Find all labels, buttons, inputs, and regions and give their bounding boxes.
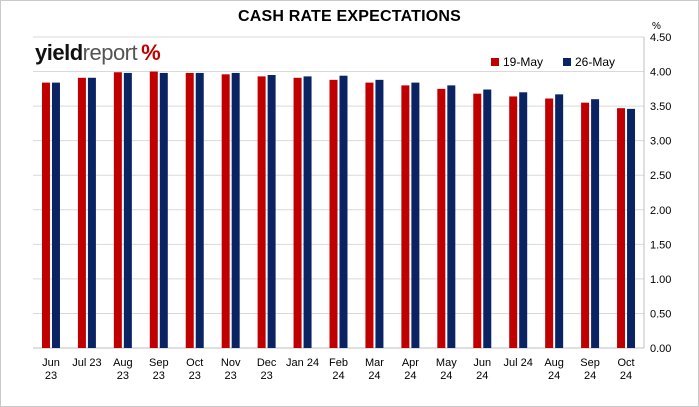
bar-series-1 (257, 76, 266, 348)
x-tick-label: Sep (580, 357, 600, 369)
y-tick-label: 1.50 (650, 239, 671, 251)
x-tick-label: Nov (221, 357, 241, 369)
legend-item-series-2: 26-May (563, 55, 615, 69)
bar-series-1 (617, 108, 626, 348)
bar-series-1 (293, 77, 302, 348)
bar-series-1 (41, 82, 50, 348)
bar-series-2 (375, 79, 384, 349)
bar-series-1 (545, 98, 554, 349)
bar-series-1 (365, 82, 374, 348)
bar-series-1 (185, 72, 194, 348)
bar-series-1 (113, 72, 122, 348)
x-tick-label: Oct (186, 357, 203, 369)
x-tick-label: 23 (189, 370, 201, 382)
bar-series-2 (123, 72, 132, 348)
y-axis-unit-label: % (652, 21, 661, 32)
x-tick-label: 23 (225, 370, 237, 382)
x-tick-label: 24 (368, 370, 380, 382)
y-tick-label: 4.50 (650, 32, 671, 44)
x-tick-label: 24 (476, 370, 488, 382)
chart-title: CASH RATE EXPECTATIONS (237, 8, 462, 25)
x-tick-label: Jan 24 (286, 357, 319, 369)
bar-series-1 (437, 88, 446, 348)
x-tick-label: Mar (365, 357, 384, 369)
bar-series-2 (159, 72, 168, 348)
logo-word-report: report (82, 40, 138, 65)
bar-series-2 (339, 75, 348, 349)
x-tick-label: Apr (402, 357, 419, 369)
y-tick-label: 1.00 (650, 274, 671, 286)
legend-label-series-2: 26-May (575, 55, 616, 69)
x-tick-label: May (436, 357, 457, 369)
x-tick-label: 23 (260, 370, 272, 382)
x-tick-label: Sep (149, 357, 169, 369)
x-tick-label: Aug (113, 357, 133, 369)
bar-series-1 (77, 77, 86, 348)
logo-percent-symbol: % (141, 40, 161, 65)
y-tick-label: 0.00 (650, 343, 671, 355)
bar-series-1 (581, 102, 590, 349)
bar-series-2 (519, 92, 528, 349)
x-tick-label: 24 (440, 370, 452, 382)
bar-series-2 (411, 82, 420, 348)
yieldreport-logo: yieldreport% (35, 40, 161, 66)
legend-item-series-1: 19-May (491, 55, 543, 69)
bar-series-1 (221, 74, 230, 348)
legend-swatch-series-2 (563, 58, 571, 66)
bar-series-1 (401, 85, 410, 348)
y-tick-label: 4.00 (650, 67, 671, 79)
x-tick-label: Dec (257, 357, 277, 369)
y-tick-label: 3.50 (650, 101, 671, 113)
bar-series-2 (447, 85, 456, 348)
bar-series-1 (509, 96, 518, 349)
bar-series-2 (51, 82, 60, 348)
legend-swatch-series-1 (491, 58, 499, 66)
bar-series-2 (303, 76, 312, 348)
y-tick-label: 3.00 (650, 136, 671, 148)
bar-series-2 (87, 77, 96, 348)
bar-series-1 (149, 71, 158, 349)
bar-series-1 (329, 79, 338, 349)
y-tick-label: 2.00 (650, 205, 671, 217)
y-tick-label: 0.50 (650, 308, 671, 320)
y-tick-label: 2.50 (650, 170, 671, 182)
x-tick-label: 24 (404, 370, 416, 382)
x-tick-label: Jun (473, 357, 491, 369)
bar-series-2 (555, 94, 564, 349)
bar-series-2 (231, 72, 240, 348)
x-tick-label: Jun (42, 357, 60, 369)
bar-series-2 (627, 108, 636, 349)
x-tick-label: Jul 23 (72, 357, 101, 369)
bar-series-2 (195, 72, 204, 348)
x-tick-label: 24 (332, 370, 344, 382)
bar-series-2 (267, 75, 276, 348)
x-tick-label: Oct (617, 357, 634, 369)
x-tick-label: 24 (548, 370, 560, 382)
logo-word-yield: yield (35, 40, 83, 65)
x-tick-label: 24 (584, 370, 596, 382)
x-tick-label: 23 (117, 370, 129, 382)
bar-series-2 (591, 99, 600, 348)
x-tick-label: 23 (45, 370, 57, 382)
bar-series-2 (483, 89, 492, 348)
x-tick-label: Feb (329, 357, 348, 369)
x-tick-label: Aug (544, 357, 564, 369)
x-tick-label: 24 (620, 370, 632, 382)
legend-label-series-1: 19-May (503, 55, 544, 69)
bar-series-1 (473, 93, 482, 348)
x-tick-label: 23 (153, 370, 165, 382)
x-tick-label: Jul 24 (504, 357, 533, 369)
